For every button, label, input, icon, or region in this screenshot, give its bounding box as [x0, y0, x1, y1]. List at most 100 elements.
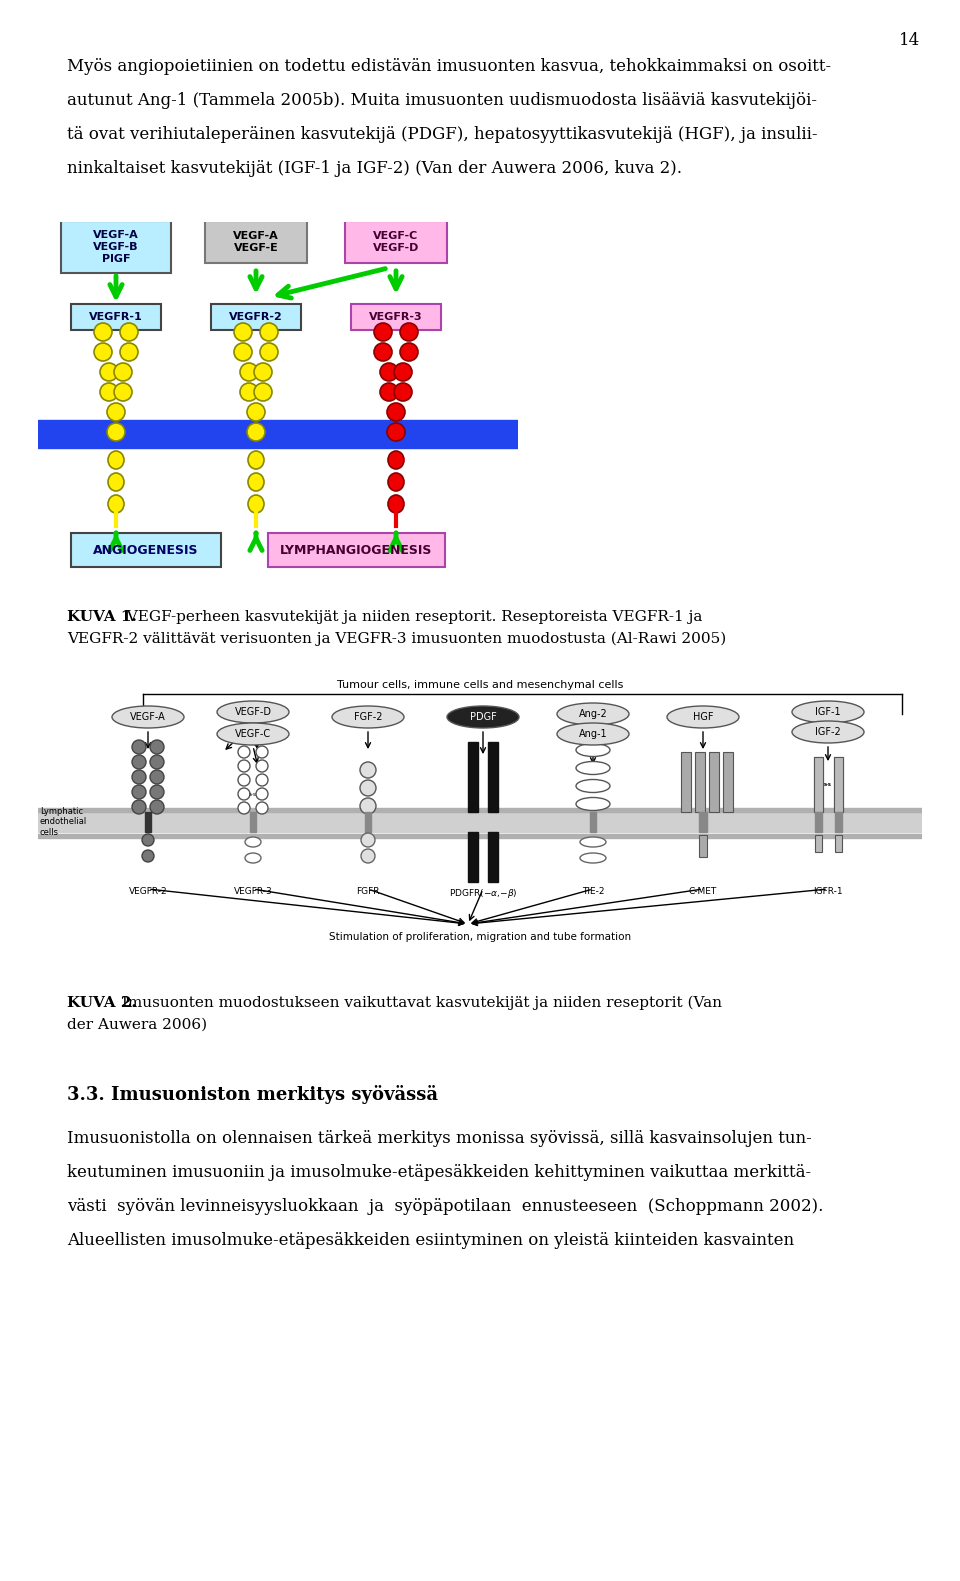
Ellipse shape: [792, 721, 864, 743]
Text: s-s: s-s: [824, 781, 832, 786]
Text: IGFR-1: IGFR-1: [813, 887, 843, 896]
Bar: [709, 753, 719, 813]
Text: Stimulation of proliferation, migration and tube formation: Stimulation of proliferation, migration …: [329, 933, 631, 942]
Text: C-MET: C-MET: [689, 887, 717, 896]
Bar: [38, 835, 922, 838]
Circle shape: [238, 760, 250, 772]
Text: PDGF: PDGF: [469, 711, 496, 723]
Bar: [38, 421, 518, 447]
Text: autunut Ang-1 (Tammela 2005b). Muita imusuonten uudismuodosta lisääviä kasvuteki: autunut Ang-1 (Tammela 2005b). Muita imu…: [67, 92, 817, 109]
Circle shape: [94, 343, 112, 360]
Text: PDGFR($-\alpha$,$-\beta$): PDGFR($-\alpha$,$-\beta$): [448, 887, 517, 900]
Ellipse shape: [388, 451, 404, 470]
Bar: [468, 741, 478, 813]
Text: FGF-2: FGF-2: [353, 711, 382, 723]
Circle shape: [107, 424, 125, 441]
Ellipse shape: [557, 723, 629, 745]
Ellipse shape: [248, 473, 264, 492]
Text: VEGF-A
VEGF-E: VEGF-A VEGF-E: [233, 231, 278, 253]
Circle shape: [247, 403, 265, 421]
FancyBboxPatch shape: [211, 304, 301, 330]
Circle shape: [374, 343, 392, 360]
Circle shape: [132, 800, 146, 814]
Ellipse shape: [576, 743, 610, 756]
Bar: [250, 813, 256, 832]
Text: FGFR: FGFR: [356, 887, 380, 896]
Circle shape: [150, 756, 164, 768]
Bar: [834, 757, 843, 813]
Text: VEGF-A
VEGF-B
PlGF: VEGF-A VEGF-B PlGF: [93, 231, 139, 264]
Circle shape: [234, 323, 252, 341]
Bar: [814, 757, 823, 813]
Bar: [365, 813, 371, 832]
Text: Imusuonten muodostukseen vaikuttavat kasvutekijät ja niiden reseptorit (Van: Imusuonten muodostukseen vaikuttavat kas…: [117, 996, 722, 1010]
Text: västi  syövän levinneisyysluokkaan  ja  syöpäpotilaan  ennusteeseen  (Schoppmann: västi syövän levinneisyysluokkaan ja syö…: [67, 1198, 824, 1216]
Text: KUVA 2.: KUVA 2.: [67, 996, 136, 1010]
Text: HGF: HGF: [693, 711, 713, 723]
Circle shape: [254, 383, 272, 402]
Bar: [695, 753, 705, 813]
FancyBboxPatch shape: [61, 221, 171, 274]
Circle shape: [387, 424, 405, 441]
Ellipse shape: [217, 700, 289, 723]
Bar: [723, 753, 733, 813]
Ellipse shape: [667, 707, 739, 727]
FancyBboxPatch shape: [71, 304, 161, 330]
Circle shape: [114, 383, 132, 402]
Text: Lymphatic
endothelial
cells: Lymphatic endothelial cells: [40, 806, 87, 836]
Circle shape: [260, 343, 278, 360]
Bar: [814, 757, 823, 813]
Text: VEGFR-3: VEGFR-3: [233, 887, 273, 896]
Circle shape: [394, 383, 412, 402]
Circle shape: [100, 383, 118, 402]
Ellipse shape: [576, 779, 610, 792]
Text: der Auwera 2006): der Auwera 2006): [67, 1018, 207, 1032]
Circle shape: [114, 364, 132, 381]
Text: VEGFR-2: VEGFR-2: [229, 311, 283, 323]
Circle shape: [150, 786, 164, 798]
Circle shape: [360, 779, 376, 795]
Bar: [699, 813, 707, 832]
Circle shape: [256, 760, 268, 772]
Ellipse shape: [108, 495, 124, 512]
FancyBboxPatch shape: [268, 533, 444, 568]
Text: VEGFR-1: VEGFR-1: [89, 311, 143, 323]
Circle shape: [387, 403, 405, 421]
Text: Ang-1: Ang-1: [579, 729, 608, 738]
Text: KUVA 1.: KUVA 1.: [67, 610, 137, 624]
FancyBboxPatch shape: [345, 221, 447, 262]
Text: VEGF-perheen kasvutekijät ja niiden reseptorit. Reseptoreista VEGFR-1 ja: VEGF-perheen kasvutekijät ja niiden rese…: [117, 610, 703, 624]
Text: LYMPHANGIOGENESIS: LYMPHANGIOGENESIS: [279, 544, 432, 557]
Ellipse shape: [108, 473, 124, 492]
Ellipse shape: [792, 700, 864, 723]
Ellipse shape: [108, 451, 124, 470]
Bar: [835, 813, 842, 832]
Bar: [681, 753, 691, 813]
Text: VEGF-D: VEGF-D: [234, 707, 272, 718]
Ellipse shape: [388, 495, 404, 512]
Circle shape: [142, 851, 154, 862]
Circle shape: [361, 833, 375, 847]
Circle shape: [394, 364, 412, 381]
Text: VEGF-C
VEGF-D: VEGF-C VEGF-D: [372, 231, 420, 253]
Circle shape: [142, 835, 154, 846]
Circle shape: [360, 762, 376, 778]
Text: Ang-2: Ang-2: [579, 708, 608, 719]
Circle shape: [240, 383, 258, 402]
Circle shape: [400, 323, 418, 341]
Text: TIE-2: TIE-2: [582, 887, 604, 896]
Circle shape: [238, 746, 250, 757]
Ellipse shape: [112, 707, 184, 727]
Text: VEGFR-2 välittävät verisuonten ja VEGFR-3 imusuonten muodostusta (Al-Rawi 2005): VEGFR-2 välittävät verisuonten ja VEGFR-…: [67, 632, 727, 647]
Bar: [835, 835, 842, 852]
Circle shape: [238, 787, 250, 800]
Bar: [699, 835, 707, 857]
Text: 3.3. Imusuoniston merkitys syövässä: 3.3. Imusuoniston merkitys syövässä: [67, 1085, 438, 1104]
Circle shape: [260, 323, 278, 341]
Ellipse shape: [332, 707, 404, 727]
FancyBboxPatch shape: [351, 304, 441, 330]
Text: tä ovat verihiutaleperäinen kasvutekijä (PDGF), hepatosyyttikasvutekijä (HGF), j: tä ovat verihiutaleperäinen kasvutekijä …: [67, 126, 818, 142]
Bar: [815, 813, 822, 832]
Circle shape: [240, 364, 258, 381]
Text: Tumour cells, immune cells and mesenchymal cells: Tumour cells, immune cells and mesenchym…: [337, 680, 623, 689]
